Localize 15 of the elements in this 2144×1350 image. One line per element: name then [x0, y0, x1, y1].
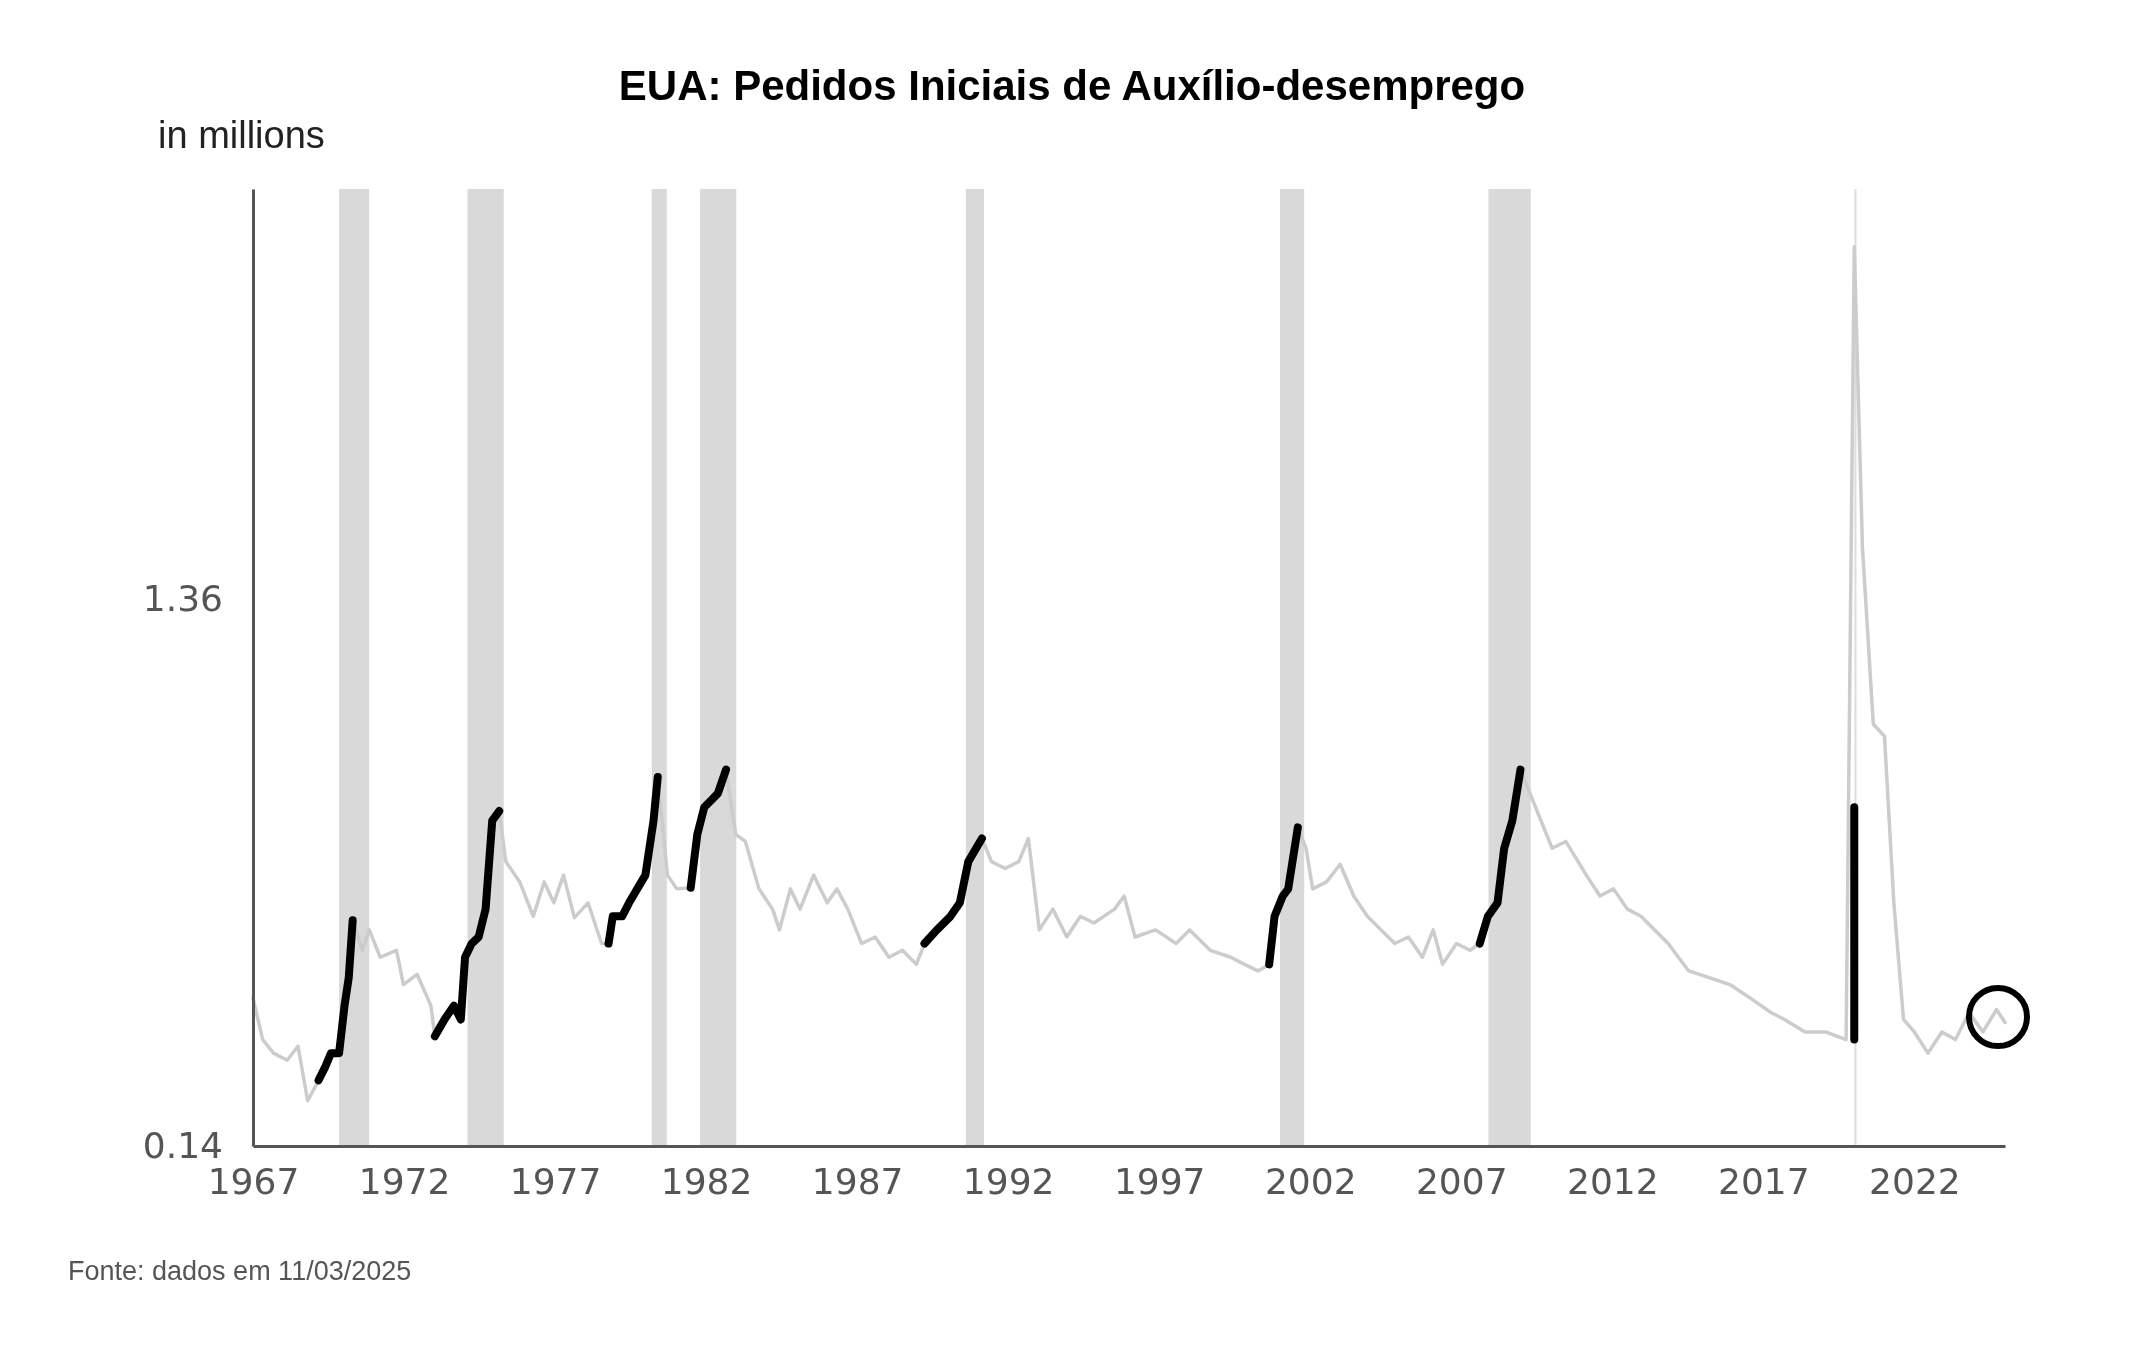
y-axis-title: in millions: [158, 114, 325, 156]
x-tick-label: 2012: [1567, 1160, 1659, 1202]
x-tick-label: 1987: [811, 1160, 904, 1202]
x-tick-label: 2002: [1264, 1160, 1357, 1202]
x-tick-label: 1972: [358, 1160, 451, 1202]
source-note: Fonte: dados em 11/03/2025: [68, 1256, 412, 1286]
x-tick-label: 1982: [660, 1160, 753, 1202]
x-tick-label: 1997: [1113, 1160, 1206, 1202]
x-tick-label: 2007: [1415, 1160, 1508, 1202]
y-tick-label: 1.36: [142, 578, 223, 620]
chart-title: EUA: Pedidos Iniciais de Auxílio-desemprego: [618, 62, 1526, 109]
x-tick-label: 2022: [1869, 1160, 1961, 1202]
x-tick-label: 1977: [509, 1160, 602, 1202]
x-tick-label: 1992: [962, 1160, 1055, 1202]
x-tick-label: 2017: [1718, 1160, 1810, 1202]
